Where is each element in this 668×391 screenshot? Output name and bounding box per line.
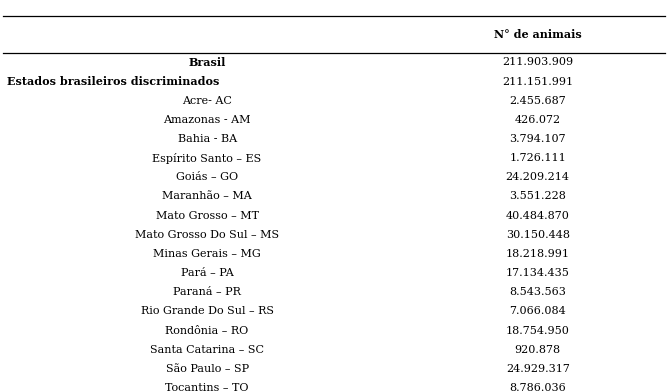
Text: 426.072: 426.072 (514, 115, 561, 125)
Text: Santa Catarina – SC: Santa Catarina – SC (150, 345, 264, 355)
Text: 2.455.687: 2.455.687 (510, 96, 566, 106)
Text: Espírito Santo – ES: Espírito Santo – ES (152, 152, 262, 164)
Text: Pará – PA: Pará – PA (181, 268, 233, 278)
Text: 3.794.107: 3.794.107 (510, 134, 566, 144)
Text: Estados brasileiros discriminados: Estados brasileiros discriminados (7, 76, 219, 87)
Text: 920.878: 920.878 (514, 345, 561, 355)
Text: Acre- AC: Acre- AC (182, 96, 232, 106)
Text: 211.903.909: 211.903.909 (502, 57, 573, 67)
Text: 18.754.950: 18.754.950 (506, 326, 570, 335)
Text: Paraná – PR: Paraná – PR (173, 287, 241, 297)
Text: 40.484.870: 40.484.870 (506, 211, 570, 221)
Text: Bahia - BA: Bahia - BA (178, 134, 236, 144)
Text: Tocantins – TO: Tocantins – TO (166, 383, 249, 391)
Text: 8.543.563: 8.543.563 (509, 287, 566, 297)
Text: Mato Grosso – MT: Mato Grosso – MT (156, 211, 259, 221)
Text: 8.786.036: 8.786.036 (510, 383, 566, 391)
Text: Goiás – GO: Goiás – GO (176, 172, 238, 182)
Text: Maranhão – MA: Maranhão – MA (162, 192, 252, 201)
Text: 1.726.111: 1.726.111 (510, 153, 566, 163)
Text: Amazonas - AM: Amazonas - AM (164, 115, 250, 125)
Text: Mato Grosso Do Sul – MS: Mato Grosso Do Sul – MS (135, 230, 279, 240)
Text: 211.151.991: 211.151.991 (502, 77, 573, 86)
Text: Brasil: Brasil (188, 57, 226, 68)
Text: 24.929.317: 24.929.317 (506, 364, 570, 374)
Text: Minas Gerais – MG: Minas Gerais – MG (153, 249, 261, 259)
Text: 17.134.435: 17.134.435 (506, 268, 570, 278)
Text: 18.218.991: 18.218.991 (506, 249, 570, 259)
Text: 7.066.084: 7.066.084 (510, 307, 566, 316)
Text: 3.551.228: 3.551.228 (509, 192, 566, 201)
Text: 30.150.448: 30.150.448 (506, 230, 570, 240)
Text: Rio Grande Do Sul – RS: Rio Grande Do Sul – RS (140, 307, 274, 316)
Text: São Paulo – SP: São Paulo – SP (166, 364, 248, 374)
Text: N° de animais: N° de animais (494, 29, 582, 40)
Text: 24.209.214: 24.209.214 (506, 172, 570, 182)
Text: Rondônia – RO: Rondônia – RO (166, 326, 248, 335)
